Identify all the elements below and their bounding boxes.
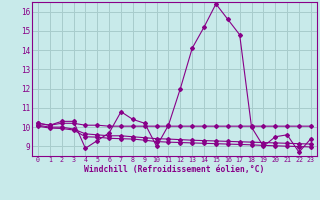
X-axis label: Windchill (Refroidissement éolien,°C): Windchill (Refroidissement éolien,°C) — [84, 165, 265, 174]
